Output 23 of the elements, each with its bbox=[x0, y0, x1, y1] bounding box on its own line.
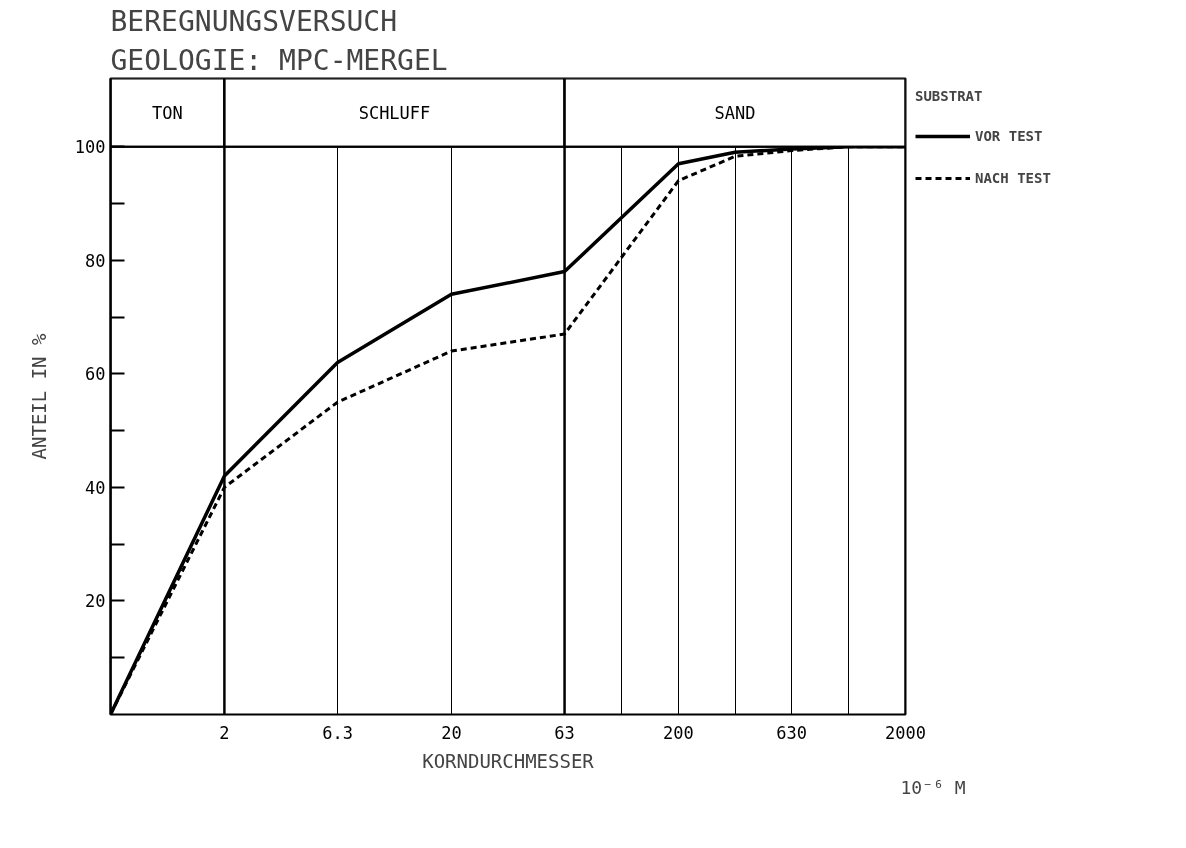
y-axis-title: ANTEIL IN % bbox=[27, 333, 50, 460]
chart-title: BEREGNUNGSVERSUCH bbox=[110, 4, 398, 38]
y-tick-label: 40 bbox=[85, 477, 106, 498]
y-tick-label: 60 bbox=[85, 364, 106, 385]
text: 10⁻⁶ M bbox=[900, 776, 966, 798]
x-tick-label: 2000 bbox=[885, 722, 926, 743]
y-tick-label: 20 bbox=[85, 591, 106, 612]
band-label: SAND bbox=[714, 102, 756, 123]
chart-subtitle: GEOLOGIE: MPC-MERGEL bbox=[110, 43, 448, 77]
legend-title: SUBSTRAT bbox=[915, 88, 984, 104]
x-tick-label: 2 bbox=[219, 722, 230, 743]
x-axis-title: KORNDURCHMESSER bbox=[422, 749, 595, 772]
x-tick-label: 200 bbox=[663, 722, 694, 743]
legend-label: VOR TEST bbox=[975, 128, 1043, 144]
legend-label: NACH TEST bbox=[975, 170, 1051, 186]
band-label: SCHLUFF bbox=[358, 102, 431, 123]
band-label: TON bbox=[152, 102, 183, 123]
x-tick-label: 63 bbox=[554, 722, 575, 743]
x-tick-label: 6.3 bbox=[322, 722, 353, 743]
y-tick-label: 80 bbox=[85, 250, 106, 271]
y-tick-label: 100 bbox=[74, 137, 106, 158]
x-tick-label: 20 bbox=[441, 722, 462, 743]
x-tick-label: 630 bbox=[776, 722, 807, 743]
